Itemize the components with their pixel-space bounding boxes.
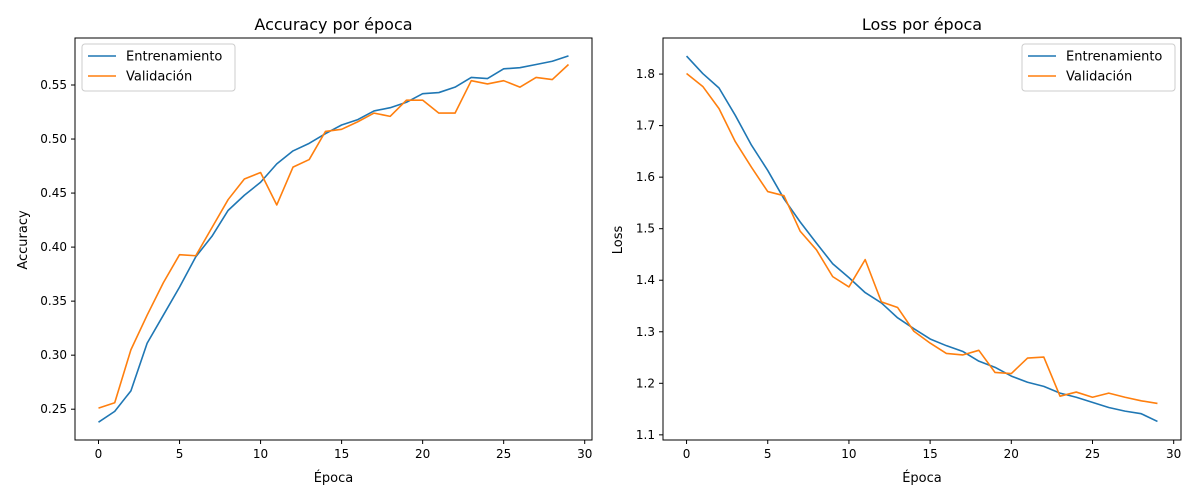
- y-tick-label: 0.30: [40, 348, 67, 362]
- loss-chart: Loss por época Época Loss 0 5 10 15 20 25 30 1.…: [611, 15, 1182, 486]
- x-axis-label: Época: [902, 470, 942, 486]
- series-line-entrenamiento: [98, 55, 569, 423]
- series-line-validacion: [686, 72, 1158, 405]
- x-tick-label: 15: [922, 447, 937, 461]
- legend-label: Entrenamiento: [126, 50, 222, 65]
- plot-frame: [662, 37, 1182, 441]
- x-tick-label: 30: [1166, 447, 1181, 461]
- x-tick-label: 0: [683, 447, 691, 461]
- legend-box: [81, 43, 236, 92]
- y-tick-label: 0.45: [40, 186, 67, 200]
- chart-title: Loss por época: [862, 15, 982, 34]
- y-tick-label: 0.50: [40, 132, 67, 146]
- legend: Entrenamiento Validación: [81, 43, 236, 92]
- y-tick-label: 1.2: [636, 376, 655, 390]
- y-tick-label: 1.7: [636, 119, 655, 133]
- plot-frame: [74, 37, 593, 441]
- x-tick-label: 20: [415, 447, 430, 461]
- x-tick-label: 15: [334, 447, 349, 461]
- y-tick-label: 0.55: [40, 78, 67, 92]
- y-tick-label: 1.4: [636, 273, 655, 287]
- y-tick-label: 0.35: [40, 294, 67, 308]
- y-tick-label: 0.40: [40, 240, 67, 254]
- legend-label: Validación: [1066, 70, 1132, 85]
- legend-box: [1021, 43, 1176, 92]
- y-axis-label: Loss: [611, 226, 626, 255]
- x-tick-label: 10: [253, 447, 268, 461]
- x-tick-label: 25: [1085, 447, 1100, 461]
- y-tick-label: 0.25: [40, 402, 67, 416]
- x-tick-label: 5: [764, 447, 772, 461]
- y-tick-label: 1.8: [636, 67, 655, 81]
- legend-label: Entrenamiento: [1066, 50, 1162, 65]
- y-tick-label: 1.6: [636, 170, 655, 184]
- x-tick-label: 5: [176, 447, 184, 461]
- series-line-validacion: [98, 63, 570, 409]
- x-tick-label: 0: [95, 447, 103, 461]
- legend-label: Validación: [126, 70, 192, 85]
- accuracy-chart: Accuracy por época Época Accuracy 0 5 10 15…: [16, 15, 593, 486]
- y-tick-label: 1.3: [636, 325, 655, 339]
- y-tick-label: 1.5: [636, 222, 655, 236]
- chart-title: Accuracy por época: [254, 15, 412, 34]
- y-tick-label: 1.1: [636, 428, 655, 442]
- x-tick-label: 20: [1004, 447, 1019, 461]
- series-line-entrenamiento: [685, 55, 1158, 423]
- legend: Entrenamiento Validación: [1021, 43, 1176, 92]
- y-axis-label: Accuracy: [16, 210, 31, 270]
- x-tick-label: 10: [841, 447, 856, 461]
- x-axis-label: Época: [314, 470, 354, 486]
- x-tick-label: 30: [577, 447, 592, 461]
- x-tick-label: 25: [496, 447, 511, 461]
